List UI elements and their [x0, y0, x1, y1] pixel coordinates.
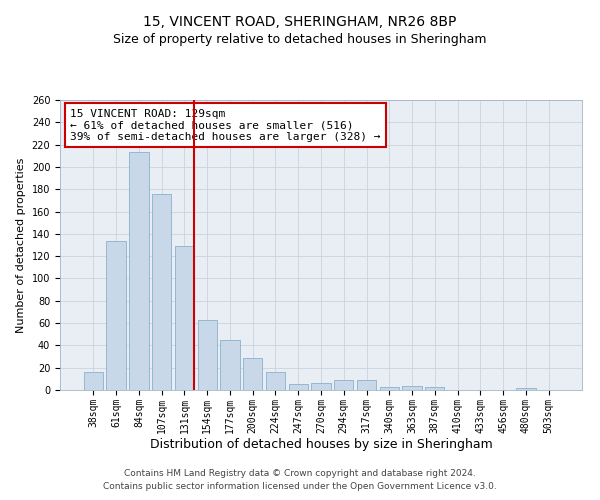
- X-axis label: Distribution of detached houses by size in Sheringham: Distribution of detached houses by size …: [149, 438, 493, 452]
- Bar: [129, 152, 149, 390]
- Bar: [106, 240, 126, 390]
- Bar: [311, 384, 331, 390]
- Bar: [220, 340, 239, 390]
- Bar: [84, 372, 103, 390]
- Bar: [266, 372, 285, 390]
- Y-axis label: Number of detached properties: Number of detached properties: [16, 158, 26, 332]
- Bar: [334, 380, 353, 390]
- Bar: [175, 246, 194, 390]
- Bar: [403, 386, 422, 390]
- Text: 15, VINCENT ROAD, SHERINGHAM, NR26 8BP: 15, VINCENT ROAD, SHERINGHAM, NR26 8BP: [143, 15, 457, 29]
- Bar: [425, 386, 445, 390]
- Text: Size of property relative to detached houses in Sheringham: Size of property relative to detached ho…: [113, 32, 487, 46]
- Bar: [289, 384, 308, 390]
- Text: 15 VINCENT ROAD: 129sqm
← 61% of detached houses are smaller (516)
39% of semi-d: 15 VINCENT ROAD: 129sqm ← 61% of detache…: [70, 108, 381, 142]
- Bar: [516, 388, 536, 390]
- Bar: [152, 194, 172, 390]
- Text: Contains public sector information licensed under the Open Government Licence v3: Contains public sector information licen…: [103, 482, 497, 491]
- Bar: [357, 380, 376, 390]
- Bar: [243, 358, 262, 390]
- Bar: [380, 386, 399, 390]
- Text: Contains HM Land Registry data © Crown copyright and database right 2024.: Contains HM Land Registry data © Crown c…: [124, 468, 476, 477]
- Bar: [197, 320, 217, 390]
